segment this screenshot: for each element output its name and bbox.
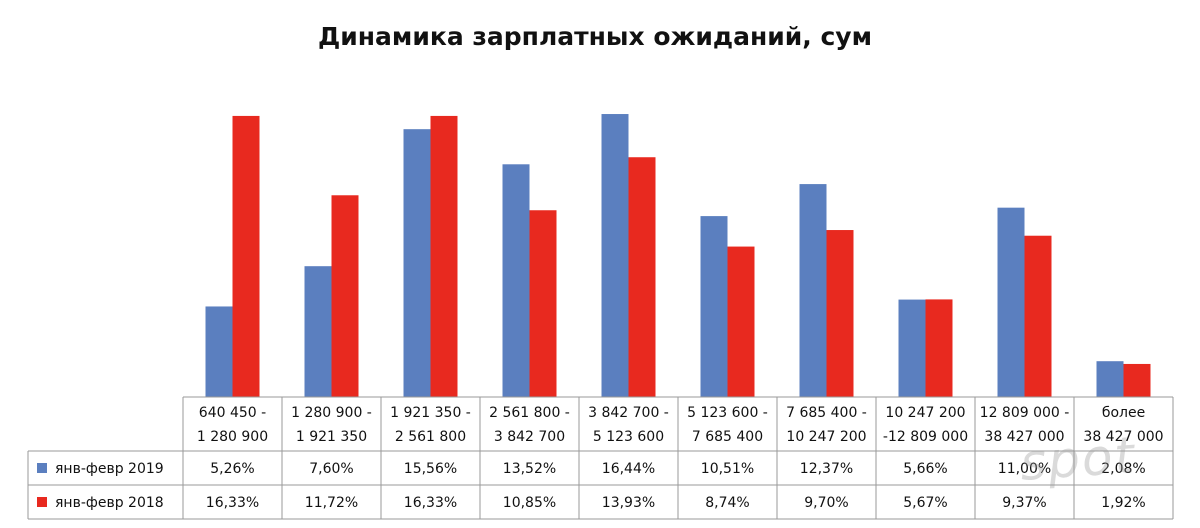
data-label: 11,00%	[998, 461, 1051, 477]
bar-series2-cat1	[232, 115, 260, 398]
data-label: 10,51%	[701, 461, 754, 477]
data-label: 5,67%	[903, 495, 947, 511]
category-label: более	[1102, 405, 1145, 421]
data-label: 11,72%	[305, 495, 358, 511]
data-label: 7,60%	[309, 461, 353, 477]
bar-series2-cat6	[727, 246, 755, 397]
category-label: 38 427 000	[1083, 429, 1163, 445]
bar-series1-cat9	[997, 207, 1025, 397]
bar-series2-cat7	[826, 230, 854, 397]
category-label: -12 809 000	[883, 429, 968, 445]
data-label: 8,74%	[705, 495, 749, 511]
category-label: 7 685 400	[692, 429, 763, 445]
bar-series1-cat7	[799, 184, 827, 397]
data-table: 640 450 - 1 280 900 1 280 900 - 1 921 350 1 …	[27, 396, 1174, 520]
bars-group	[205, 114, 1151, 398]
data-label: 9,37%	[1002, 495, 1046, 511]
bar-series2-cat10	[1123, 363, 1151, 397]
category-label: 5 123 600	[593, 429, 664, 445]
category-label: 2 561 800 -	[489, 405, 570, 421]
chart-title: Динамика зарплатных ожиданий, сум	[317, 22, 873, 51]
bar-series2-cat3	[430, 115, 458, 398]
category-label: 2 561 800	[395, 429, 466, 445]
category-label: 7 685 400 -	[786, 405, 867, 421]
data-label: 13,52%	[503, 461, 556, 477]
category-label: 1 280 900	[197, 429, 268, 445]
bar-series1-cat2	[304, 266, 332, 397]
category-label: 1 921 350 -	[390, 405, 471, 421]
data-label: 2,08%	[1101, 461, 1145, 477]
data-label: 13,93%	[602, 495, 655, 511]
data-label: 1,92%	[1101, 495, 1145, 511]
bar-series1-cat6	[700, 216, 728, 397]
data-label: 9,70%	[804, 495, 848, 511]
legend-label-series1: янв-февр 2019	[55, 461, 164, 477]
data-label: 5,66%	[903, 461, 947, 477]
category-label: 10 247 200	[786, 429, 866, 445]
bar-series1-cat1	[205, 306, 233, 397]
bar-series2-cat8	[925, 299, 953, 397]
data-label: 15,56%	[404, 461, 457, 477]
bar-series1-cat3	[403, 129, 431, 398]
data-label: 5,26%	[210, 461, 254, 477]
bar-series2-cat5	[628, 157, 656, 397]
legend-key-series1	[37, 463, 47, 473]
category-label: 3 842 700	[494, 429, 565, 445]
category-label: 1 921 350	[296, 429, 367, 445]
data-label: 16,44%	[602, 461, 655, 477]
data-label: 12,37%	[800, 461, 853, 477]
bar-series1-cat5	[601, 114, 629, 398]
data-label: 16,33%	[206, 495, 259, 511]
legend-key-series2	[37, 497, 47, 507]
data-label: 16,33%	[404, 495, 457, 511]
data-label: 10,85%	[503, 495, 556, 511]
category-label: 640 450 -	[199, 405, 266, 421]
category-label: 5 123 600 -	[687, 405, 768, 421]
category-label: 12 809 000 -	[980, 405, 1070, 421]
bar-series2-cat2	[331, 195, 359, 397]
watermark-logo: spot	[1018, 426, 1138, 492]
bar-series2-cat9	[1024, 235, 1052, 397]
category-label: 3 842 700 -	[588, 405, 669, 421]
category-label: 10 247 200	[885, 405, 965, 421]
bar-series1-cat4	[502, 164, 530, 397]
category-label: 38 427 000	[984, 429, 1064, 445]
bar-series1-cat8	[898, 299, 926, 397]
bar-series1-cat10	[1096, 361, 1124, 397]
category-label: 1 280 900 -	[291, 405, 372, 421]
legend-label-series2: янв-февр 2018	[55, 495, 164, 511]
bar-series2-cat4	[529, 210, 557, 397]
